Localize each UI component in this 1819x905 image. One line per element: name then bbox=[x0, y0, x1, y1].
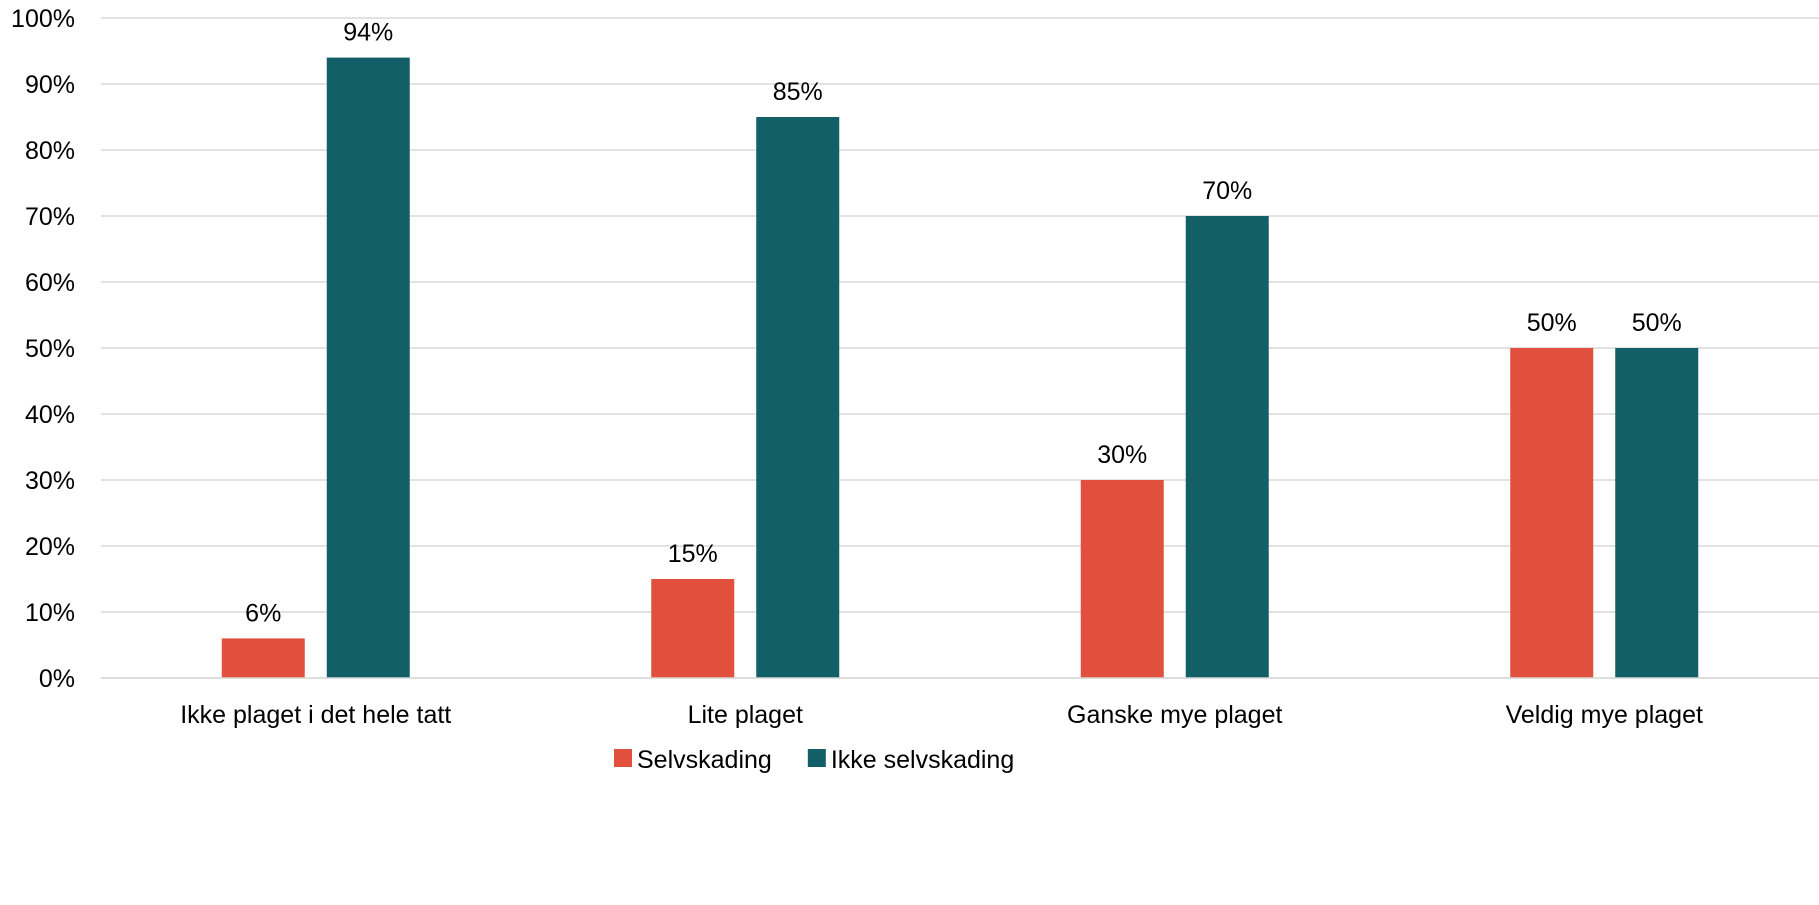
bars bbox=[221, 57, 1699, 679]
bar bbox=[1615, 348, 1699, 678]
bar bbox=[1080, 480, 1164, 678]
y-tick-label: 0% bbox=[39, 665, 75, 693]
y-axis: 0% 10% 20% 30% 40% 50% 60% 70% 80% 90% 100% bbox=[11, 5, 75, 693]
y-tick-label: 80% bbox=[25, 137, 75, 165]
y-tick-label: 60% bbox=[25, 269, 75, 297]
y-tick-label: 50% bbox=[25, 335, 75, 363]
bar bbox=[651, 579, 735, 678]
data-labels: 6% 94% 15% 85% 30% 70% 50% 50% bbox=[245, 19, 1682, 628]
x-tick-label: Lite plaget bbox=[688, 701, 803, 729]
y-tick-label: 100% bbox=[11, 5, 75, 33]
x-tick-label: Veldig mye plaget bbox=[1506, 701, 1703, 729]
bar bbox=[756, 117, 840, 678]
bar bbox=[326, 57, 410, 679]
bar bbox=[1185, 216, 1269, 678]
legend-swatch bbox=[807, 749, 826, 767]
data-label: 94% bbox=[343, 19, 393, 47]
bar bbox=[221, 638, 305, 678]
x-tick-label: Ganske mye plaget bbox=[1067, 701, 1282, 729]
data-label: 30% bbox=[1097, 441, 1147, 469]
legend: Selvskading Ikke selvskading bbox=[614, 746, 1014, 774]
x-axis: Ikke plaget i det hele tatt Lite plaget Ga… bbox=[101, 677, 1819, 729]
legend-label: Ikke selvskading bbox=[831, 746, 1014, 774]
data-label: 70% bbox=[1202, 177, 1252, 205]
data-label: 15% bbox=[668, 540, 718, 568]
y-tick-label: 20% bbox=[25, 533, 75, 561]
legend-label: Selvskading bbox=[637, 746, 772, 774]
y-tick-label: 30% bbox=[25, 467, 75, 495]
x-tick-label: Ikke plaget i det hele tatt bbox=[180, 701, 451, 729]
y-tick-label: 90% bbox=[25, 71, 75, 99]
data-label: 6% bbox=[245, 599, 281, 627]
data-label: 50% bbox=[1527, 309, 1577, 337]
data-label: 50% bbox=[1632, 309, 1682, 337]
data-label: 85% bbox=[773, 78, 823, 106]
bar bbox=[1510, 348, 1594, 678]
legend-swatch bbox=[614, 749, 632, 767]
y-tick-label: 10% bbox=[25, 599, 75, 627]
y-tick-label: 70% bbox=[25, 203, 75, 231]
y-tick-label: 40% bbox=[25, 401, 75, 429]
